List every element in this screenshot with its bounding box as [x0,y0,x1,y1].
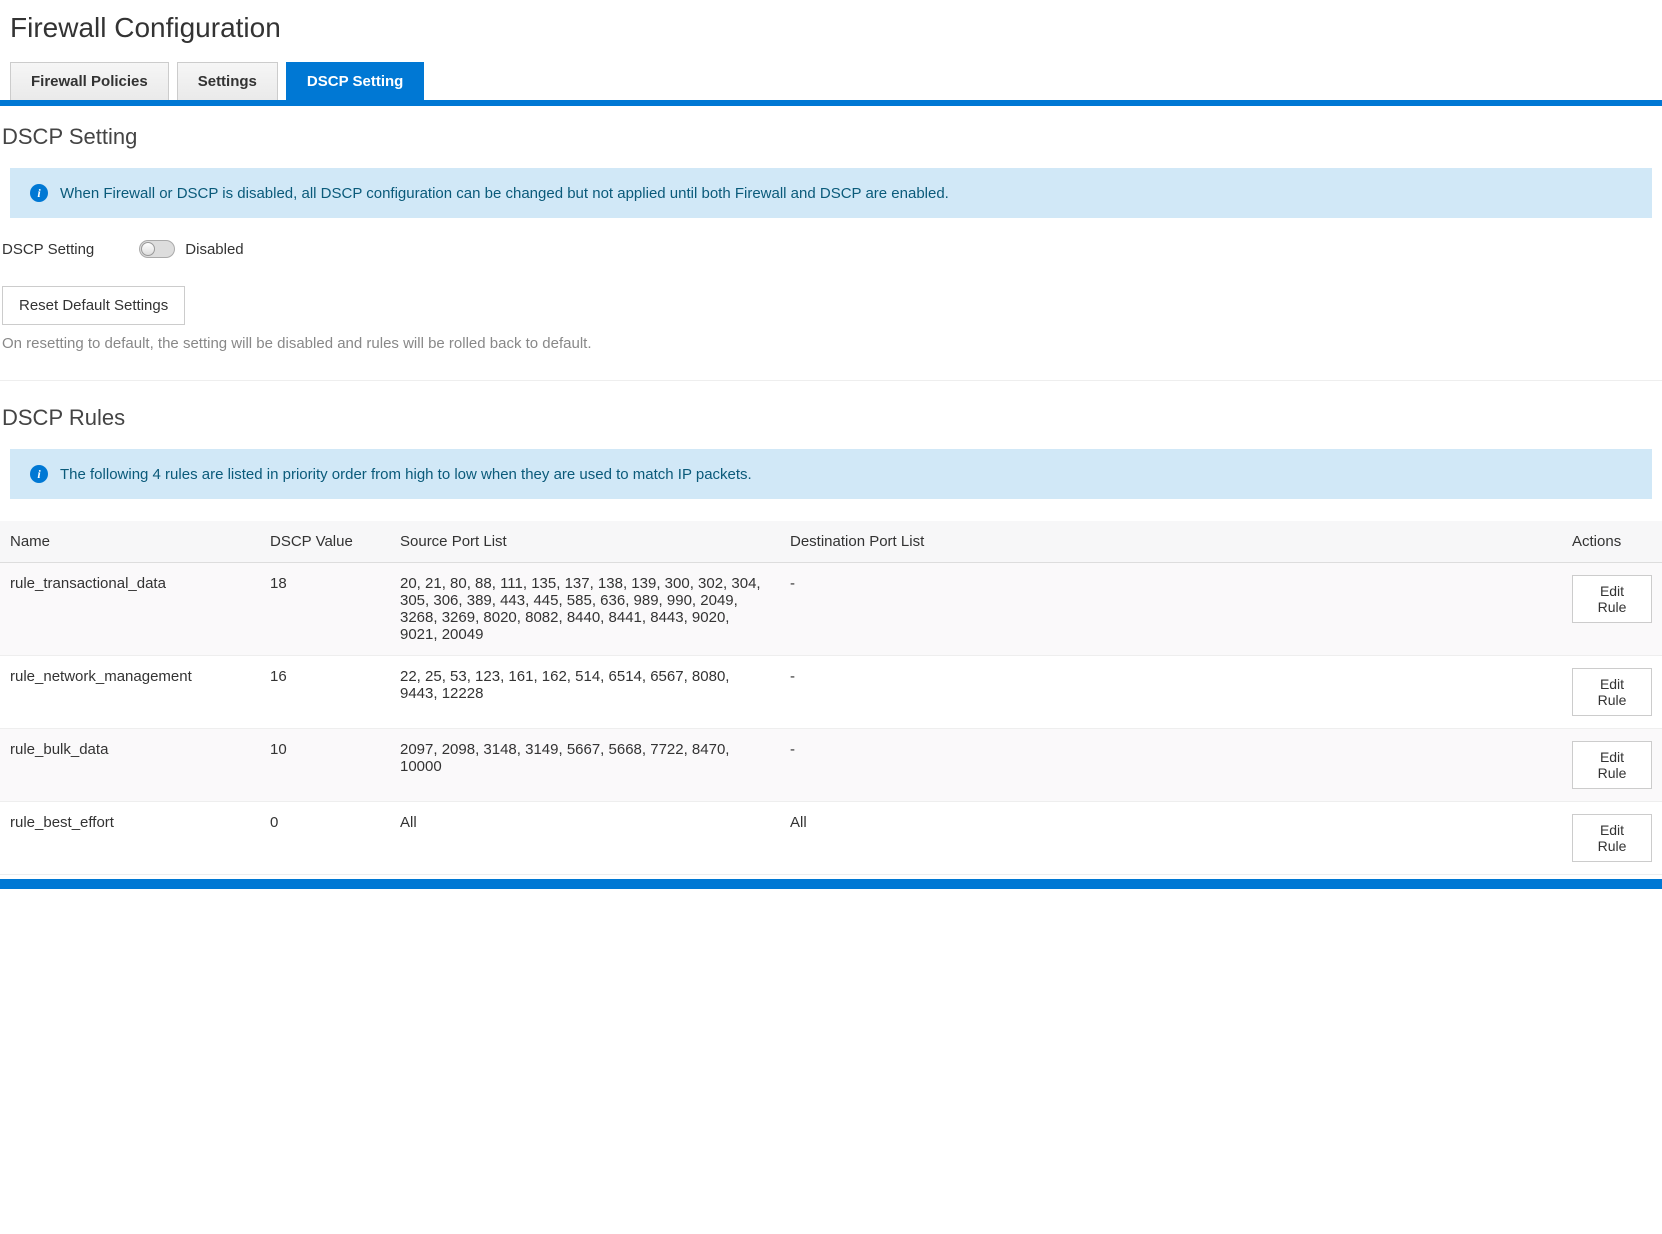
info-icon: i [30,184,48,202]
cell-source-ports: 2097, 2098, 3148, 3149, 5667, 5668, 7722… [390,729,780,802]
cell-name: rule_best_effort [0,802,260,875]
edit-rule-button[interactable]: Edit Rule [1572,814,1652,862]
dscp-toggle-status: Disabled [185,241,243,258]
dscp-setting-label: DSCP Setting [2,241,94,258]
cell-source-ports: 20, 21, 80, 88, 111, 135, 137, 138, 139,… [390,563,780,656]
info-icon: i [30,465,48,483]
cell-dscp-value: 16 [260,656,390,729]
col-header-name: Name [0,521,260,563]
tab-dscp-setting[interactable]: DSCP Setting [286,62,424,100]
table-row: rule_network_management 16 22, 25, 53, 1… [0,656,1662,729]
dscp-toggle[interactable] [139,240,175,258]
cell-name: rule_transactional_data [0,563,260,656]
cell-actions: Edit Rule [1562,802,1662,875]
cell-dscp-value: 18 [260,563,390,656]
cell-dscp-value: 10 [260,729,390,802]
footer-accent-bar [0,879,1662,889]
dscp-rules-info-banner: i The following 4 rules are listed in pr… [10,449,1652,499]
reset-hint-text: On resetting to default, the setting wil… [0,325,1662,380]
dscp-rules-table: Name DSCP Value Source Port List Destina… [0,521,1662,875]
cell-name: rule_bulk_data [0,729,260,802]
dscp-setting-row: DSCP Setting Disabled [0,240,1662,286]
cell-dest-ports: - [780,563,1562,656]
reset-default-button[interactable]: Reset Default Settings [2,286,185,325]
cell-dscp-value: 0 [260,802,390,875]
col-header-dscp-value: DSCP Value [260,521,390,563]
section-divider [0,380,1662,381]
tab-firewall-policies[interactable]: Firewall Policies [10,62,169,100]
tabs-bar: Firewall Policies Settings DSCP Setting [0,62,1662,106]
col-header-dest-ports: Destination Port List [780,521,1562,563]
col-header-actions: Actions [1562,521,1662,563]
cell-actions: Edit Rule [1562,563,1662,656]
cell-dest-ports: - [780,729,1562,802]
page-title: Firewall Configuration [0,0,1662,62]
cell-actions: Edit Rule [1562,729,1662,802]
dscp-rules-info-text: The following 4 rules are listed in prio… [60,466,752,483]
tab-settings[interactable]: Settings [177,62,278,100]
cell-dest-ports: All [780,802,1562,875]
dscp-setting-info-banner: i When Firewall or DSCP is disabled, all… [10,168,1652,218]
table-row: rule_bulk_data 10 2097, 2098, 3148, 3149… [0,729,1662,802]
table-header-row: Name DSCP Value Source Port List Destina… [0,521,1662,563]
table-row: rule_transactional_data 18 20, 21, 80, 8… [0,563,1662,656]
col-header-source-ports: Source Port List [390,521,780,563]
table-row: rule_best_effort 0 All All Edit Rule [0,802,1662,875]
cell-name: rule_network_management [0,656,260,729]
cell-dest-ports: - [780,656,1562,729]
dscp-toggle-knob [141,242,155,256]
edit-rule-button[interactable]: Edit Rule [1572,668,1652,716]
dscp-rules-title: DSCP Rules [0,405,1662,449]
dscp-setting-info-text: When Firewall or DSCP is disabled, all D… [60,185,949,202]
edit-rule-button[interactable]: Edit Rule [1572,741,1652,789]
cell-source-ports: All [390,802,780,875]
cell-source-ports: 22, 25, 53, 123, 161, 162, 514, 6514, 65… [390,656,780,729]
edit-rule-button[interactable]: Edit Rule [1572,575,1652,623]
dscp-setting-title: DSCP Setting [0,124,1662,168]
cell-actions: Edit Rule [1562,656,1662,729]
